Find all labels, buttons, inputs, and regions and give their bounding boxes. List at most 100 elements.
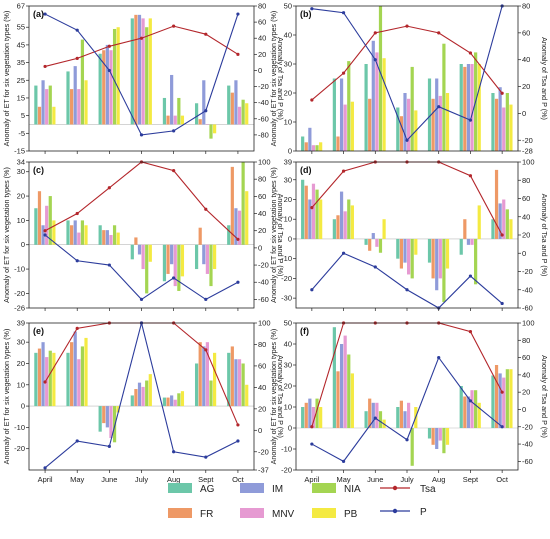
bar-FR-April (304, 402, 308, 428)
y-tick-label: 20 (17, 359, 25, 368)
point-Tsa-Sept (468, 174, 473, 178)
bar-IM-July (137, 382, 142, 407)
bar-PB-July (148, 18, 152, 125)
bar-MNV-June (109, 50, 113, 125)
bar-NIA-Sept (209, 380, 213, 407)
point-Tsa-Oct (236, 237, 240, 241)
y-tick-label: 30 (284, 60, 292, 69)
point-Tsa-April (43, 64, 47, 69)
bar-IM-May (339, 191, 344, 239)
bar-IM-April (41, 342, 45, 407)
bar-FR-April (304, 142, 308, 151)
y2-tick-label: -60 (522, 457, 533, 466)
y-tick-label: 10 (284, 215, 292, 224)
y-tick-label: 50 (284, 2, 292, 11)
y2-tick-label: 80 (522, 176, 530, 185)
bar-IM-Oct (234, 80, 238, 125)
y-tick-label: 20 (284, 382, 292, 391)
x-tick-label: May (70, 475, 84, 484)
bar-NIA-Oct (241, 99, 245, 125)
y2-tick-label: 20 (258, 226, 266, 235)
bar-AG-Oct (491, 375, 495, 428)
bar-AG-April (34, 208, 38, 245)
y-tick-label: 39 (17, 319, 25, 328)
x-tick-label: April (304, 475, 319, 484)
y2-tick-label: 20 (258, 404, 266, 413)
plot-frame (295, 322, 519, 471)
y2-tick-label: 0 (522, 249, 526, 258)
y2-tick-label: -40 (258, 278, 269, 287)
panel-label: (c) (33, 165, 44, 175)
bar-MNV-April (311, 145, 316, 151)
bar-MNV-May (77, 359, 81, 407)
bar-NIA-July (145, 27, 149, 125)
chart-panel-6: -20 -10 0 10 20 30 40 50 -60 -40 -20 0 20 40 60 80 100 Ap… (269, 319, 549, 485)
point-Tsa-Aug (172, 168, 176, 173)
y-tick-label: -30 (281, 294, 292, 303)
bar-PB-May (84, 80, 88, 125)
legend-label-AG: AG (200, 484, 215, 495)
point-Tsa-Sept (468, 51, 473, 55)
y-tick-label: -20 (14, 444, 25, 453)
bar-MNV-June (109, 406, 113, 439)
bar-FR-June (102, 50, 106, 125)
y-tick-label: -10 (14, 423, 25, 432)
y-tick-label: 20 (284, 89, 292, 98)
bar-PB-April (319, 407, 323, 428)
point-Tsa-May (341, 169, 346, 173)
y2-tick-label: 40 (522, 370, 530, 379)
y2-tick-label: 20 (258, 50, 266, 59)
bar-FR-July (134, 389, 138, 407)
bar-MNV-June (375, 238, 379, 247)
y2-tick-label: 80 (258, 175, 266, 184)
point-Tsa-June (373, 31, 377, 35)
bar-AG-Oct (491, 219, 495, 239)
panel-label: (e) (33, 326, 44, 336)
point-P-April (43, 12, 47, 16)
bar-MNV-Sept (470, 390, 474, 428)
bar-IM-April (308, 398, 312, 428)
bar-FR-Sept (463, 66, 467, 151)
bar-PB-May (350, 373, 354, 428)
bar-PB-Sept (477, 64, 481, 151)
point-P-Sept (468, 274, 473, 278)
point-Tsa-April (43, 380, 47, 384)
legend-item-MNV: MNV (240, 508, 295, 520)
point-Tsa-May (75, 326, 79, 330)
y-axis-label-right: Anomaly of Tsa and P (%) (276, 37, 285, 120)
bar-MNV-Aug (173, 399, 177, 407)
bar-NIA-June (112, 28, 117, 125)
y2-tick-label: -20 (522, 422, 533, 431)
x-tick-label: Sept (198, 475, 214, 484)
legend-label-NIA: NIA (344, 484, 361, 495)
y-axis-label-left: Anomaly of ET for six vegetation types (… (269, 11, 278, 147)
bar-FR-Oct (494, 365, 499, 428)
point-P-May (341, 459, 346, 463)
bar-MNV-May (343, 335, 347, 428)
point-P-Aug (172, 450, 176, 454)
bar-AG-July (130, 18, 134, 125)
y-tick-label: 55 (17, 23, 25, 32)
bar-PB-April (52, 352, 56, 407)
bar-NIA-June (378, 411, 383, 428)
bar-NIA-July (145, 380, 149, 407)
point-Tsa-June (107, 186, 111, 190)
x-tick-label: Sept (463, 475, 479, 484)
y2-tick-label: 80 (258, 2, 266, 11)
bar-AG-July (130, 244, 134, 260)
bar-AG-Oct (227, 225, 231, 245)
bar-MNV-April (311, 407, 316, 428)
y-tick-label: -20 (281, 466, 292, 475)
bar-PB-Aug (445, 238, 450, 269)
y-tick-label: 30 (17, 167, 25, 176)
bar-AG-Sept (194, 103, 199, 125)
x-tick-label: April (38, 475, 53, 484)
bar-MNV-July (407, 238, 411, 275)
point-P-April (43, 466, 47, 470)
bar-NIA-April (48, 350, 52, 407)
point-P-Sept (204, 297, 208, 302)
bar-MNV-Aug (438, 95, 442, 151)
point-Tsa-May (341, 71, 346, 75)
legend-swatch-IM (240, 483, 264, 493)
bar-FR-Sept (198, 342, 202, 407)
